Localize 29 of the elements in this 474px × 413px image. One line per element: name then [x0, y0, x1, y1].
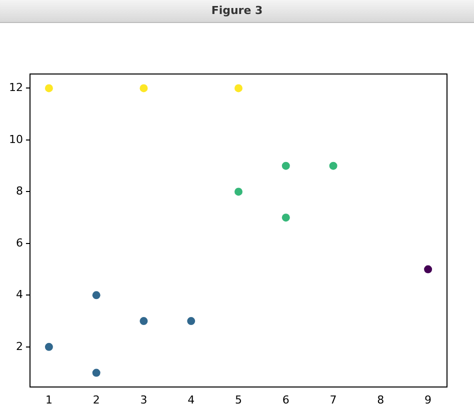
- y-tick-label: 2: [16, 340, 23, 353]
- point: [329, 162, 338, 170]
- x-tick-label: 3: [140, 393, 148, 406]
- point: [140, 84, 148, 92]
- y-tick-label: 10: [9, 132, 23, 146]
- x-tick-label: 1: [45, 393, 52, 406]
- point: [44, 342, 53, 351]
- point: [44, 84, 53, 92]
- point: [140, 317, 148, 326]
- x-tick-label: 9: [424, 393, 432, 406]
- point: [92, 291, 100, 300]
- point: [424, 265, 432, 274]
- point: [234, 84, 242, 92]
- point: [92, 368, 100, 377]
- x-tick-label: 5: [235, 393, 242, 406]
- x-tick-label: 8: [377, 393, 384, 406]
- x-tick-label: 6: [282, 393, 290, 406]
- y-tick-label: 8: [16, 184, 23, 198]
- y-tick-label: 4: [16, 288, 23, 302]
- point: [187, 317, 196, 326]
- point: [282, 214, 290, 222]
- x-tick-label: 4: [188, 393, 195, 406]
- y-tick-label: 12: [9, 81, 23, 94]
- point: [282, 162, 290, 170]
- x-tick-label: 7: [330, 393, 337, 406]
- y-tick-label: 6: [16, 236, 23, 250]
- chart-title: Figure 3: [0, 0, 474, 23]
- x-tick-label: 2: [92, 393, 100, 406]
- point: [234, 188, 242, 196]
